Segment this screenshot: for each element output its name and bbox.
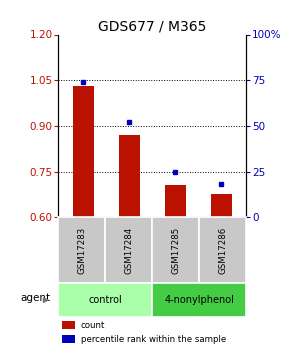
- Title: GDS677 / M365: GDS677 / M365: [98, 19, 206, 33]
- Bar: [199, 217, 246, 283]
- Text: agent: agent: [20, 294, 50, 303]
- Bar: [119, 135, 139, 217]
- Bar: [62, 321, 75, 329]
- Bar: [152, 217, 199, 283]
- Bar: [105, 217, 152, 283]
- Bar: [152, 283, 246, 317]
- Text: GSM17284: GSM17284: [124, 227, 133, 274]
- Text: percentile rank within the sample: percentile rank within the sample: [81, 335, 226, 344]
- Bar: [58, 283, 152, 317]
- Text: GSM17283: GSM17283: [77, 227, 86, 274]
- Bar: [73, 86, 94, 217]
- Bar: [165, 185, 186, 217]
- Bar: [62, 335, 75, 343]
- Text: 4-nonylphenol: 4-nonylphenol: [164, 295, 234, 305]
- Text: GSM17286: GSM17286: [218, 227, 227, 274]
- Bar: [211, 195, 231, 217]
- Text: control: control: [88, 295, 122, 305]
- Bar: [58, 217, 105, 283]
- Text: GSM17285: GSM17285: [171, 227, 180, 274]
- Text: count: count: [81, 321, 105, 329]
